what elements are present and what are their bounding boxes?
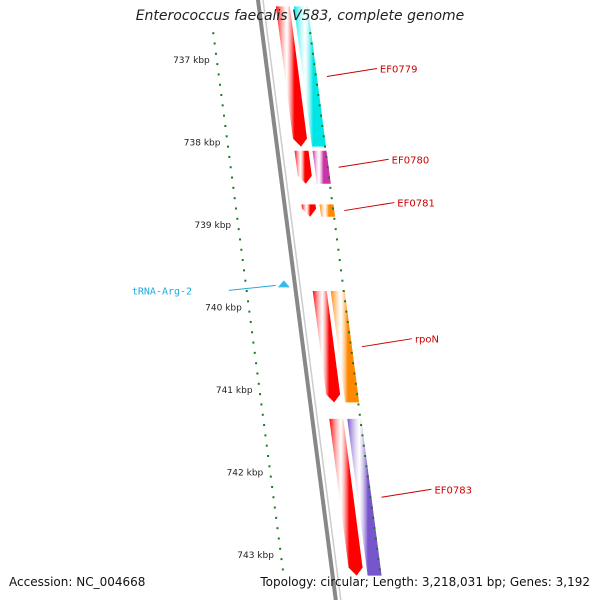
cds-feature <box>329 418 363 576</box>
gene-feature <box>347 418 382 576</box>
accession-text: Accession: NC_004668 <box>9 575 146 589</box>
tick-label: 743 kbp <box>237 551 274 561</box>
gene-label: EF0779 <box>380 65 418 76</box>
gene-label-leader <box>344 202 395 212</box>
gene-label-leader <box>381 488 432 498</box>
backbone-highlight <box>262 0 343 604</box>
cds-feature <box>275 6 307 147</box>
gene-label-leader <box>338 158 389 168</box>
gene-label: EF0781 <box>397 199 435 210</box>
topology-text: Topology: circular; Length: 3,218,031 bp… <box>260 575 590 589</box>
gene-label-leader <box>326 68 377 77</box>
cds-feature <box>294 150 312 184</box>
trna-leader <box>228 284 276 291</box>
trna-feature <box>277 280 290 288</box>
cds-feature <box>301 204 317 217</box>
cds-feature <box>312 291 341 403</box>
gene-feature <box>330 291 360 403</box>
trna-label: tRNA-Arg-2 <box>132 286 192 297</box>
tick-label: 740 kbp <box>205 304 242 314</box>
backbone-line <box>255 0 339 604</box>
tick-label: 741 kbp <box>216 386 253 396</box>
gene-label-leader <box>361 338 413 348</box>
gene-label: rpoN <box>415 335 439 346</box>
gene-feature <box>312 150 331 184</box>
gene-feature <box>293 6 327 147</box>
page-title: Enterococcus faecalis V583, complete gen… <box>135 8 465 24</box>
tick-label: 742 kbp <box>227 469 264 479</box>
gene-label: EF0783 <box>434 485 472 496</box>
tick-label: 738 kbp <box>184 139 221 149</box>
tick-label: 737 kbp <box>173 56 210 66</box>
tick-label: 739 kbp <box>194 221 231 231</box>
gene-label: EF0780 <box>392 155 430 166</box>
gene-feature <box>319 204 336 217</box>
